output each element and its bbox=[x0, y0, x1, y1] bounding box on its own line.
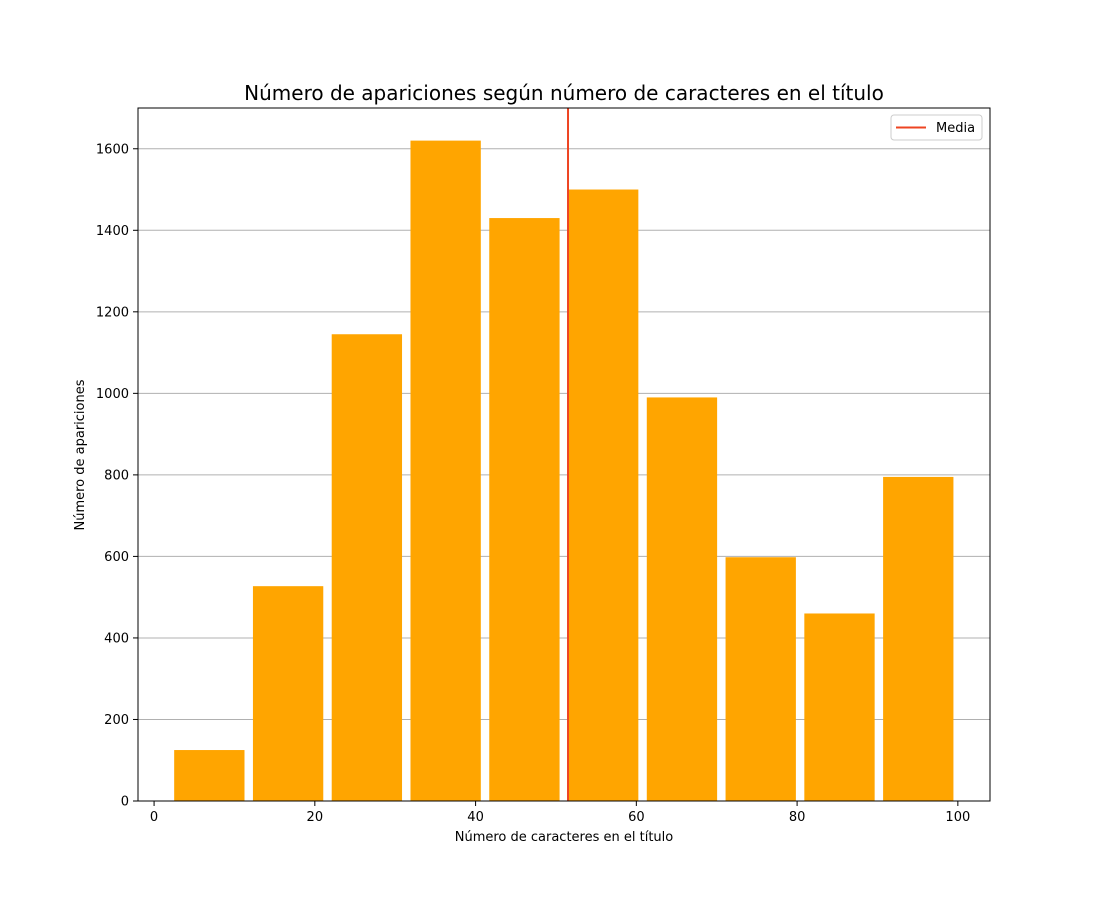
plot-frame bbox=[137, 107, 991, 802]
y-tick-label: 1200 bbox=[96, 305, 129, 320]
x-tick-label: 60 bbox=[628, 810, 645, 825]
x-tick-label: 20 bbox=[307, 810, 324, 825]
y-tick-label: 1600 bbox=[96, 142, 129, 157]
y-tick-label: 200 bbox=[104, 713, 129, 728]
histogram-bar bbox=[489, 218, 560, 802]
y-tick-label: 1400 bbox=[96, 224, 129, 239]
x-tick-label: 100 bbox=[945, 810, 970, 825]
x-axis-label: Número de caracteres en el título bbox=[455, 830, 674, 845]
y-tick-label: 1000 bbox=[96, 387, 129, 402]
bars bbox=[174, 140, 954, 802]
legend-label-media: Media bbox=[936, 121, 975, 136]
y-tick-label: 400 bbox=[104, 631, 129, 646]
x-tick-label: 0 bbox=[150, 810, 158, 825]
legend-box bbox=[890, 114, 983, 141]
y-axis-label: Número de apariciones bbox=[73, 379, 88, 530]
histogram-bar bbox=[174, 750, 245, 801]
x-tick-label: 40 bbox=[467, 810, 484, 825]
histogram-bar bbox=[410, 140, 481, 802]
histogram-bar bbox=[883, 476, 954, 801]
histogram-bar bbox=[725, 557, 796, 801]
legend: Media bbox=[890, 114, 983, 141]
histogram-bar bbox=[252, 586, 324, 801]
y-axis-ticks: 0 200 400 600 800 1000 1200 1400 1600 bbox=[96, 142, 138, 810]
histogram-bar bbox=[568, 189, 639, 801]
y-tick-label: 600 bbox=[104, 550, 129, 565]
y-tick-label: 800 bbox=[104, 468, 129, 483]
histogram-bar bbox=[804, 613, 875, 801]
chart-title: Número de apariciones según número de ca… bbox=[244, 81, 884, 105]
histogram-bar bbox=[646, 397, 718, 801]
x-axis-ticks: 0 20 40 60 80 100 bbox=[150, 801, 970, 825]
y-tick-label: 0 bbox=[121, 795, 129, 810]
histogram-bar bbox=[331, 334, 403, 801]
x-tick-label: 80 bbox=[789, 810, 806, 825]
